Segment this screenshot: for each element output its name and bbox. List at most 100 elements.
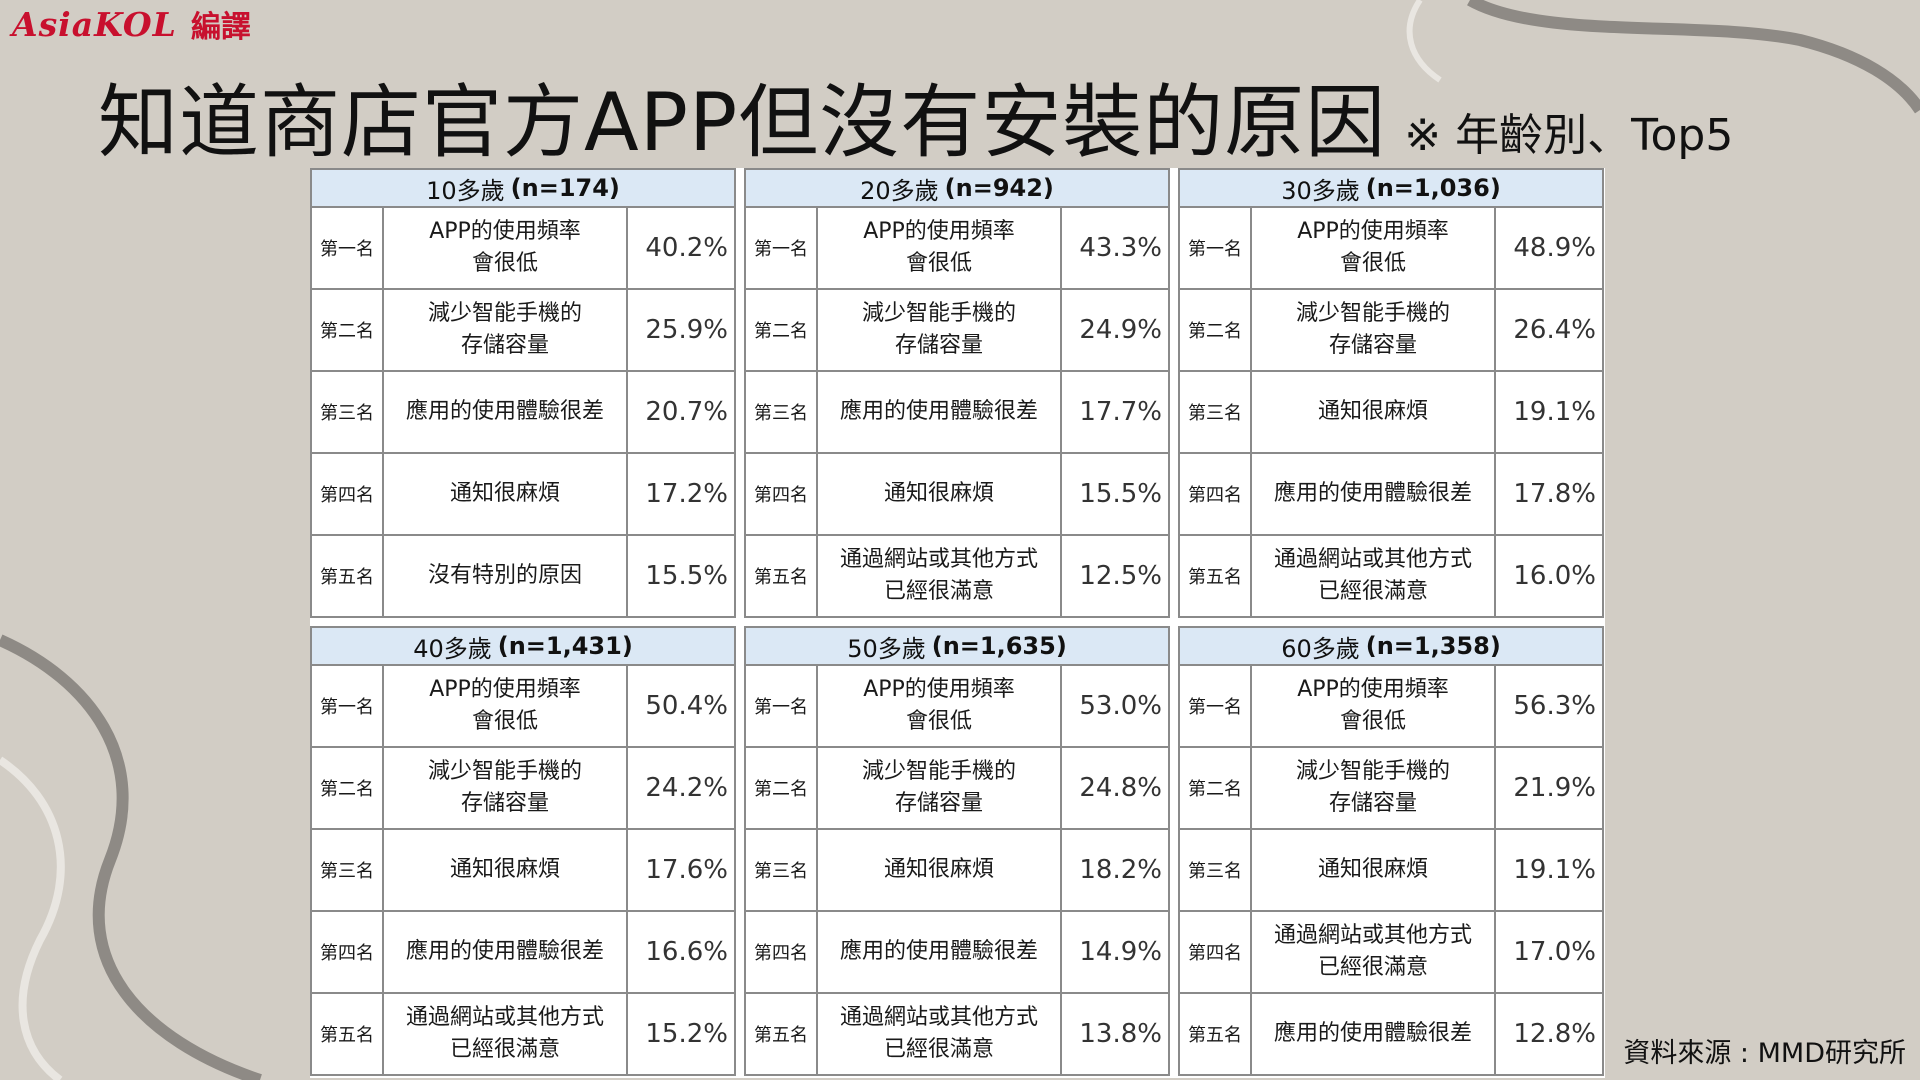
percentage-cell: 25.9% <box>645 315 728 345</box>
percentage-cell: 19.1% <box>1513 397 1596 427</box>
reason-cell: 應用的使用體驗很差 <box>384 372 628 452</box>
table-row: 第一名 APP的使用頻率 會很低 48.9% <box>1180 208 1602 290</box>
reason-cell: 通知很麻煩 <box>1252 372 1496 452</box>
reason-cell: 通過網站或其他方式 已經很滿意 <box>384 994 628 1074</box>
percentage-cell: 15.5% <box>1079 479 1162 509</box>
rank-cell: 第四名 <box>746 912 818 992</box>
reason-cell: 應用的使用體驗很差 <box>818 372 1062 452</box>
reason-cell: 減少智能手機的 存儲容量 <box>1252 748 1496 828</box>
percentage-cell: 20.7% <box>645 397 728 427</box>
percentage-cell: 19.1% <box>1513 855 1596 885</box>
reason-cell: 應用的使用體驗很差 <box>1252 994 1496 1074</box>
ranking-table: 20多歲 (n=942) 第一名 APP的使用頻率 會很低 43.3% 第二名 減少智能手機… <box>744 168 1170 618</box>
rank-cell: 第三名 <box>746 372 818 452</box>
percentage-cell: 21.9% <box>1513 773 1596 803</box>
reason-cell: 減少智能手機的 存儲容量 <box>384 290 628 370</box>
reason-cell: 通過網站或其他方式 已經很滿意 <box>1252 536 1496 616</box>
rank-cell: 第四名 <box>312 912 384 992</box>
rank-cell: 第一名 <box>746 666 818 746</box>
reason-cell: 通過網站或其他方式 已經很滿意 <box>1252 912 1496 992</box>
rank-cell: 第三名 <box>312 830 384 910</box>
table-row: 第五名 通過網站或其他方式 已經很滿意 16.0% <box>1180 536 1602 616</box>
table-row: 第五名 通過網站或其他方式 已經很滿意 15.2% <box>312 994 734 1074</box>
percentage-cell: 43.3% <box>1079 233 1162 263</box>
rank-cell: 第四名 <box>1180 454 1252 534</box>
brand-logo: AsiaKOL 編譯 <box>12 2 251 46</box>
page-subtitle: ※ 年齡別、Top5 <box>1404 110 1734 161</box>
percentage-cell: 26.4% <box>1513 315 1596 345</box>
percentage-cell: 50.4% <box>645 691 728 721</box>
percentage-cell: 56.3% <box>1513 691 1596 721</box>
table-row: 第二名 減少智能手機的 存儲容量 26.4% <box>1180 290 1602 372</box>
reason-cell: 通知很麻煩 <box>818 454 1062 534</box>
rank-cell: 第五名 <box>312 994 384 1074</box>
rank-cell: 第四名 <box>312 454 384 534</box>
reason-cell: 通知很麻煩 <box>818 830 1062 910</box>
rank-cell: 第二名 <box>1180 748 1252 828</box>
reason-cell: APP的使用頻率 會很低 <box>384 208 628 288</box>
table-row: 第三名 通知很麻煩 18.2% <box>746 830 1168 912</box>
percentage-cell: 15.5% <box>645 561 728 591</box>
percentage-cell: 24.2% <box>645 773 728 803</box>
logo-text: AsiaKOL <box>12 4 177 44</box>
reason-cell: 通知很麻煩 <box>384 830 628 910</box>
rank-cell: 第一名 <box>312 666 384 746</box>
percentage-cell: 40.2% <box>645 233 728 263</box>
ranking-table: 50多歲 (n=1,635) 第一名 APP的使用頻率 會很低 53.0% 第二名 減少智能… <box>744 626 1170 1076</box>
rank-cell: 第五名 <box>1180 536 1252 616</box>
table-header: 40多歲 (n=1,431) <box>312 628 734 666</box>
table-row: 第一名 APP的使用頻率 會很低 53.0% <box>746 666 1168 748</box>
reason-cell: APP的使用頻率 會很低 <box>818 208 1062 288</box>
percentage-cell: 17.0% <box>1513 937 1596 967</box>
rank-cell: 第四名 <box>1180 912 1252 992</box>
reason-cell: 減少智能手機的 存儲容量 <box>384 748 628 828</box>
percentage-cell: 12.5% <box>1079 561 1162 591</box>
percentage-cell: 16.0% <box>1513 561 1596 591</box>
table-row: 第一名 APP的使用頻率 會很低 43.3% <box>746 208 1168 290</box>
table-row: 第二名 減少智能手機的 存儲容量 24.8% <box>746 748 1168 830</box>
table-row: 第四名 應用的使用體驗很差 14.9% <box>746 912 1168 994</box>
table-row: 第五名 沒有特別的原因 15.5% <box>312 536 734 616</box>
rank-cell: 第三名 <box>746 830 818 910</box>
table-header: 20多歲 (n=942) <box>746 170 1168 208</box>
table-row: 第三名 應用的使用體驗很差 17.7% <box>746 372 1168 454</box>
logo-subtitle: 編譯 <box>190 10 251 45</box>
rank-cell: 第二名 <box>746 748 818 828</box>
rank-cell: 第一名 <box>746 208 818 288</box>
reason-cell: 減少智能手機的 存儲容量 <box>818 748 1062 828</box>
reason-cell: APP的使用頻率 會很低 <box>1252 666 1496 746</box>
sample-size: (n=942) <box>944 174 1054 202</box>
table-row: 第二名 減少智能手機的 存儲容量 24.9% <box>746 290 1168 372</box>
rank-cell: 第一名 <box>312 208 384 288</box>
rank-cell: 第三名 <box>312 372 384 452</box>
percentage-cell: 17.7% <box>1079 397 1162 427</box>
table-row: 第四名 通過網站或其他方式 已經很滿意 17.0% <box>1180 912 1602 994</box>
rank-cell: 第二名 <box>312 748 384 828</box>
sample-size: (n=1,036) <box>1365 174 1501 202</box>
table-row: 第五名 通過網站或其他方式 已經很滿意 12.5% <box>746 536 1168 616</box>
ranking-table: 30多歲 (n=1,036) 第一名 APP的使用頻率 會很低 48.9% 第二名 減少智能… <box>1178 168 1604 618</box>
percentage-cell: 24.9% <box>1079 315 1162 345</box>
rank-cell: 第五名 <box>746 994 818 1074</box>
percentage-cell: 13.8% <box>1079 1019 1162 1049</box>
percentage-cell: 15.2% <box>645 1019 728 1049</box>
percentage-cell: 12.8% <box>1513 1019 1596 1049</box>
rank-cell: 第二名 <box>746 290 818 370</box>
rank-cell: 第一名 <box>1180 208 1252 288</box>
table-row: 第四名 通知很麻煩 17.2% <box>312 454 734 536</box>
reason-cell: 應用的使用體驗很差 <box>384 912 628 992</box>
table-header: 60多歲 (n=1,358) <box>1180 628 1602 666</box>
percentage-cell: 53.0% <box>1079 691 1162 721</box>
ranking-tables-panel: 10多歲 (n=174) 第一名 APP的使用頻率 會很低 40.2% 第二名 減少智能手機… <box>310 168 1605 1078</box>
table-row: 第三名 通知很麻煩 19.1% <box>1180 372 1602 454</box>
reason-cell: APP的使用頻率 會很低 <box>1252 208 1496 288</box>
reason-cell: 通過網站或其他方式 已經很滿意 <box>818 994 1062 1074</box>
reason-cell: 通過網站或其他方式 已經很滿意 <box>818 536 1062 616</box>
table-row: 第二名 減少智能手機的 存儲容量 25.9% <box>312 290 734 372</box>
reason-cell: APP的使用頻率 會很低 <box>384 666 628 746</box>
table-row: 第一名 APP的使用頻率 會很低 56.3% <box>1180 666 1602 748</box>
sample-size: (n=1,431) <box>497 632 633 660</box>
table-header: 10多歲 (n=174) <box>312 170 734 208</box>
percentage-cell: 14.9% <box>1079 937 1162 967</box>
